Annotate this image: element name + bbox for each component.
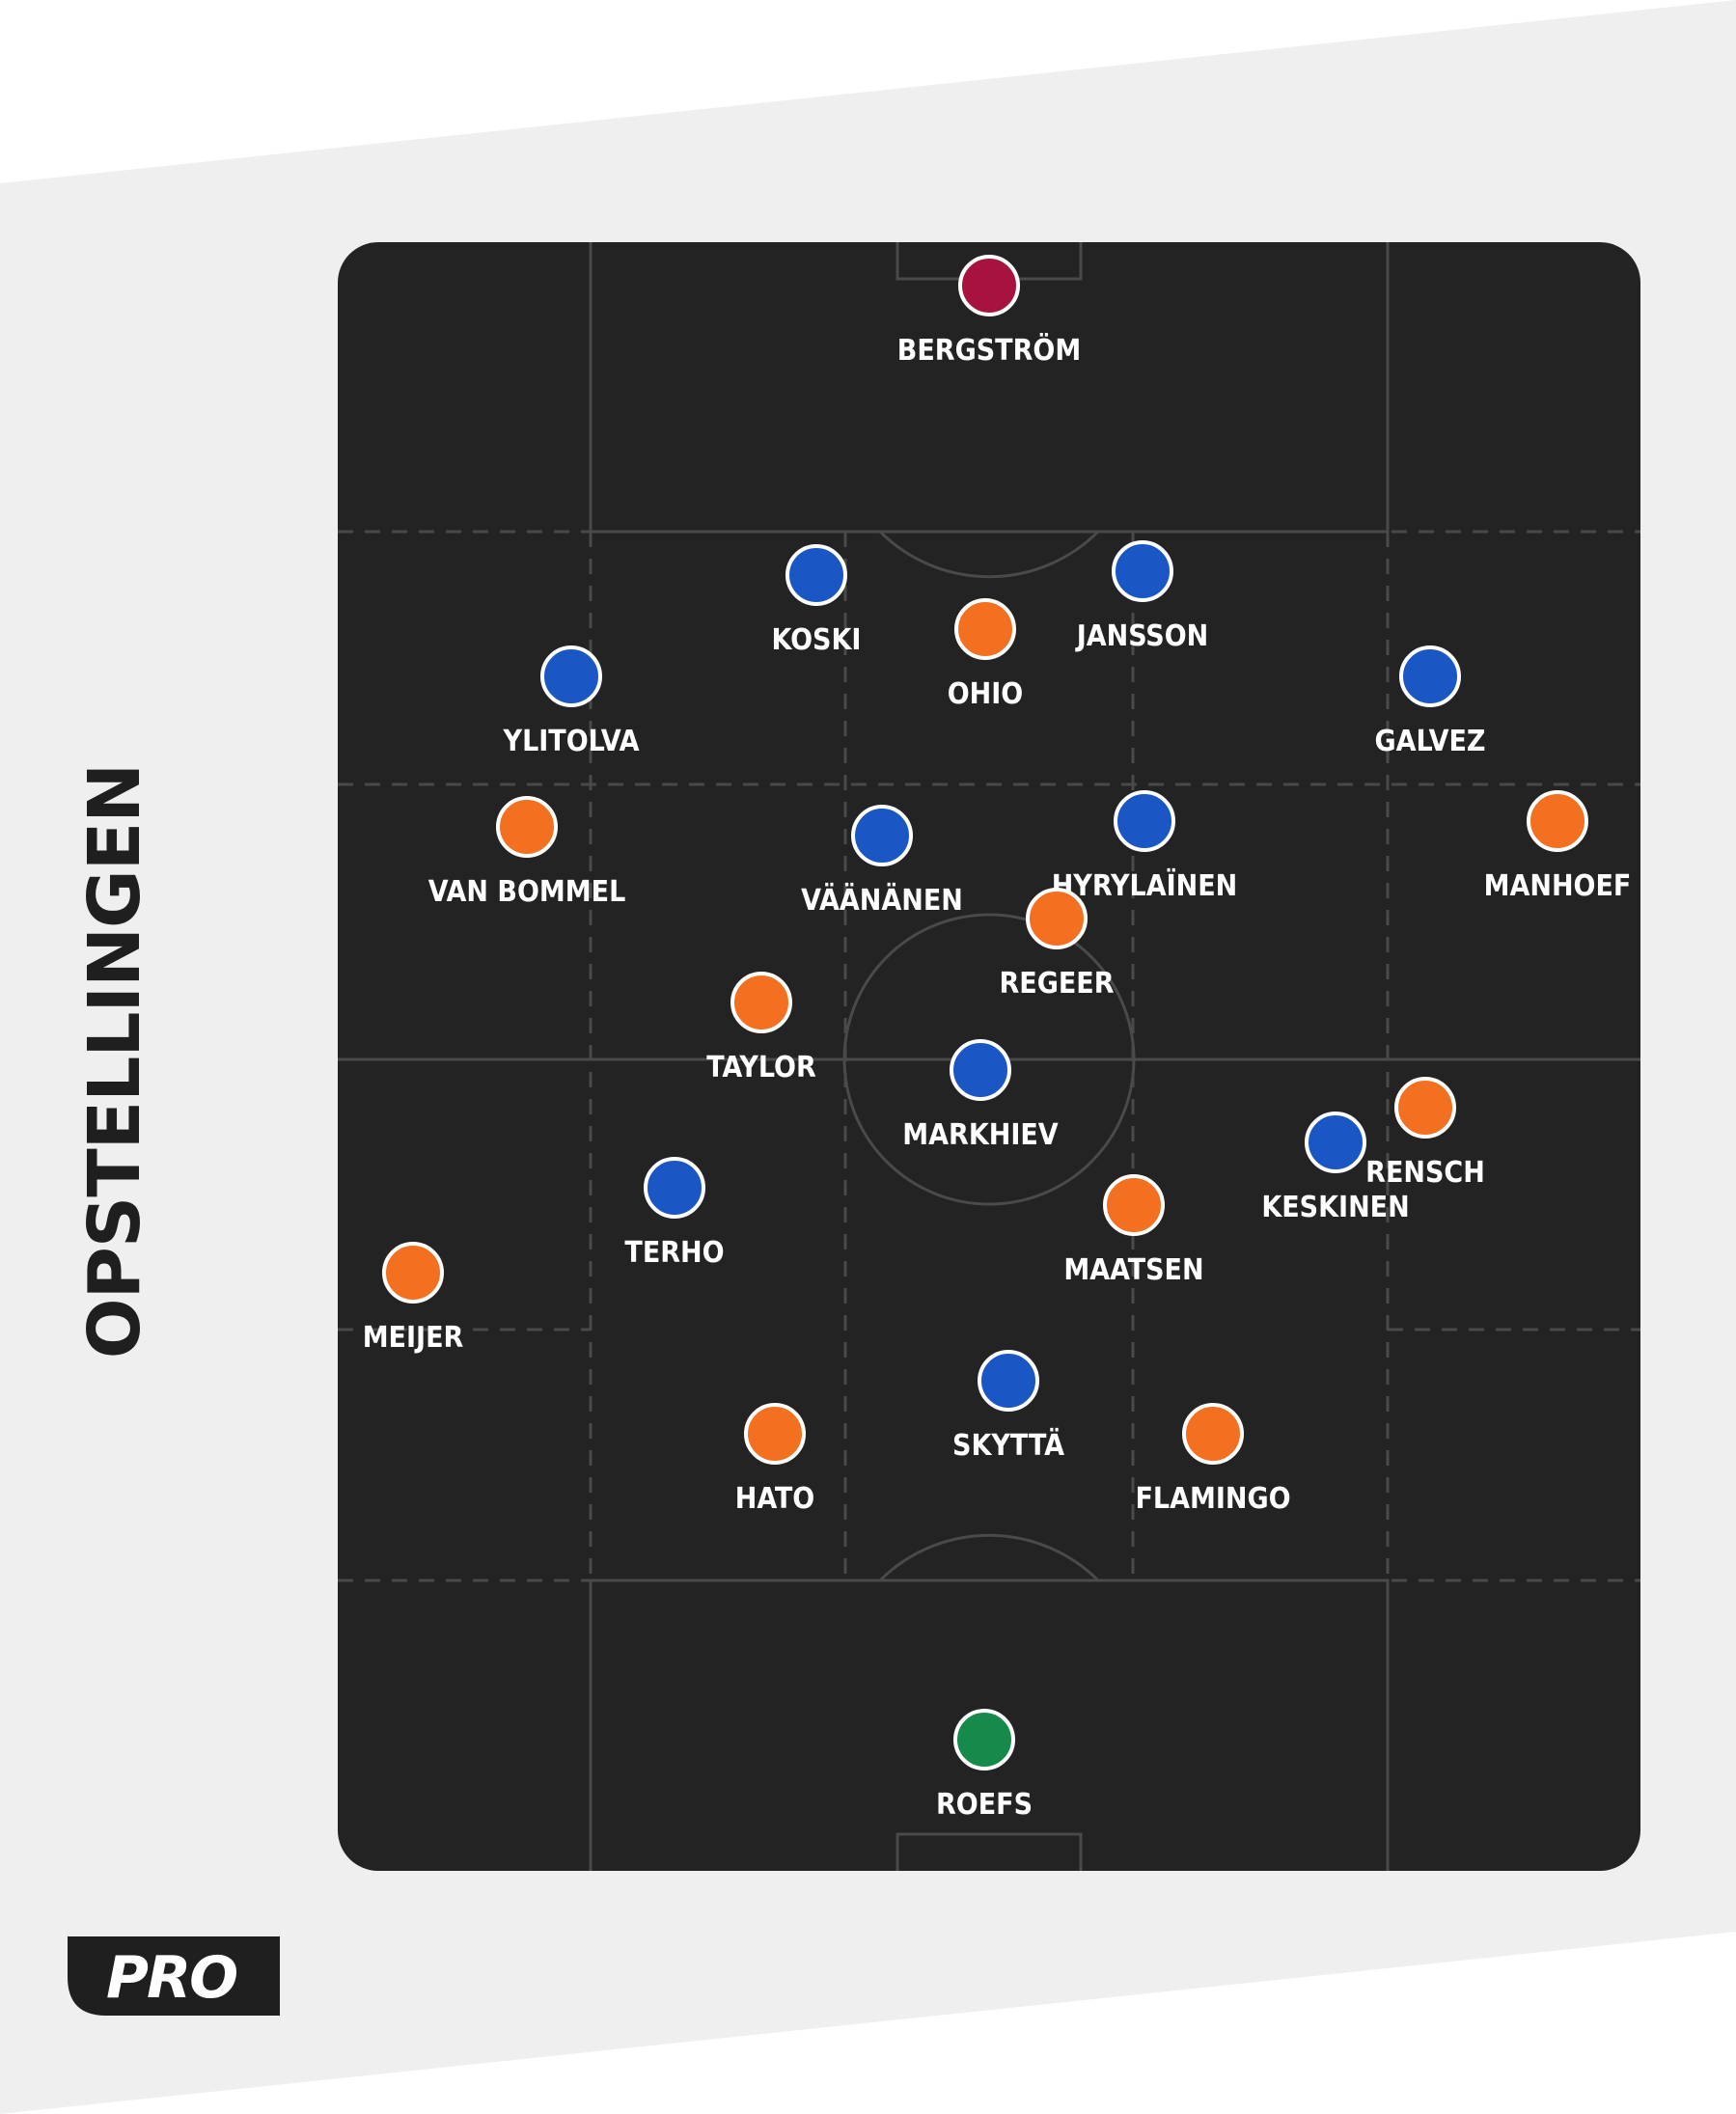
player-marker [785,544,847,606]
player-väänänen: VÄÄNÄNEN [801,805,963,918]
logo-text: PRO [106,1944,238,2012]
player-taylor: TAYLOR [706,972,816,1084]
pro-logo: PRO [68,1936,280,2016]
bottom-goal-box [896,1832,1083,1871]
player-name: YLITOLVA [503,725,640,758]
player-flamingo: FLAMINGO [1135,1403,1291,1516]
player-marker [540,645,602,707]
player-hato: HATO [735,1403,815,1516]
player-name: MARKHIEV [902,1118,1059,1152]
player-name: TAYLOR [706,1051,816,1084]
player-name: KOSKI [772,623,862,657]
player-name: RENSCH [1365,1156,1485,1190]
player-name: OHIO [948,677,1024,711]
top-penalty-arc [878,530,1100,579]
player-rensch: RENSCH [1365,1077,1485,1190]
player-name: VAN BOMMEL [428,875,626,909]
player-name: KESKINEN [1261,1191,1409,1224]
player-marker [1182,1403,1244,1465]
player-marker [1026,888,1088,949]
player-marker [1305,1112,1366,1173]
player-terho: TERHO [624,1157,725,1270]
player-name: GALVEZ [1374,725,1485,758]
player-regeer: REGEER [999,888,1115,1001]
player-meijer: MEIJER [363,1242,464,1355]
player-marker [1112,540,1173,602]
player-marker [954,598,1016,660]
page-title: OPSTELLINGEN [73,763,156,1359]
player-jansson: JANSSON [1075,540,1209,653]
player-ohio: OHIO [948,598,1024,711]
player-marker [1399,645,1461,707]
player-hyrylaïnen: HYRYLAÏNEN [1052,790,1238,903]
player-marker [382,1242,444,1304]
player-name: MEIJER [363,1321,464,1355]
player-name: SKYTTÄ [952,1428,1064,1463]
player-galvez: GALVEZ [1374,645,1486,758]
player-marker [950,1039,1011,1101]
player-marker [953,1709,1015,1771]
player-koski: KOSKI [772,544,862,657]
bottom-penalty-arc [878,1533,1100,1582]
player-keskinen: KESKINEN [1261,1112,1410,1224]
player-name: TERHO [624,1236,724,1270]
player-marker [744,1403,806,1465]
player-van-bommel: VAN BOMMEL [428,796,626,909]
player-name: MAATSEN [1063,1253,1203,1287]
pitch: BERGSTRÖM KOSKI JANSSON OHIO YLITOLVA GALVEZ V… [338,242,1640,1871]
player-ylitolva: YLITOLVA [503,645,640,758]
player-marker [730,972,792,1033]
player-name: FLAMINGO [1135,1482,1290,1516]
player-name: ROEFS [936,1788,1033,1822]
player-marker [1394,1077,1456,1139]
player-manhoef: MANHOEF [1484,790,1632,903]
player-marker [851,805,913,866]
player-marker [958,255,1020,316]
players-layer: BERGSTRÖM KOSKI JANSSON OHIO YLITOLVA GALVEZ V… [363,255,1632,1822]
logo-shape [68,1936,280,2016]
player-name: BERGSTRÖM [897,332,1081,368]
player-bergström: BERGSTRÖM [897,255,1081,368]
player-marker [1114,790,1175,852]
player-roefs: ROEFS [936,1709,1033,1822]
player-marker [1103,1174,1165,1236]
player-markhiev: MARKHIEV [902,1039,1059,1152]
player-name: MANHOEF [1484,869,1632,903]
player-skyttä: SKYTTÄ [952,1350,1064,1463]
player-marker [496,796,558,858]
pitch-lines: BERGSTRÖM KOSKI JANSSON OHIO YLITOLVA GALVEZ V… [338,242,1640,1871]
player-name: REGEER [999,967,1114,1001]
player-marker [1527,790,1588,852]
player-marker [978,1350,1039,1412]
player-maatsen: MAATSEN [1063,1174,1204,1287]
player-name: JANSSON [1075,619,1209,653]
player-marker [644,1157,705,1219]
player-name: HYRYLAÏNEN [1052,868,1238,903]
player-name: VÄÄNÄNEN [801,883,963,918]
player-name: HATO [735,1482,815,1516]
